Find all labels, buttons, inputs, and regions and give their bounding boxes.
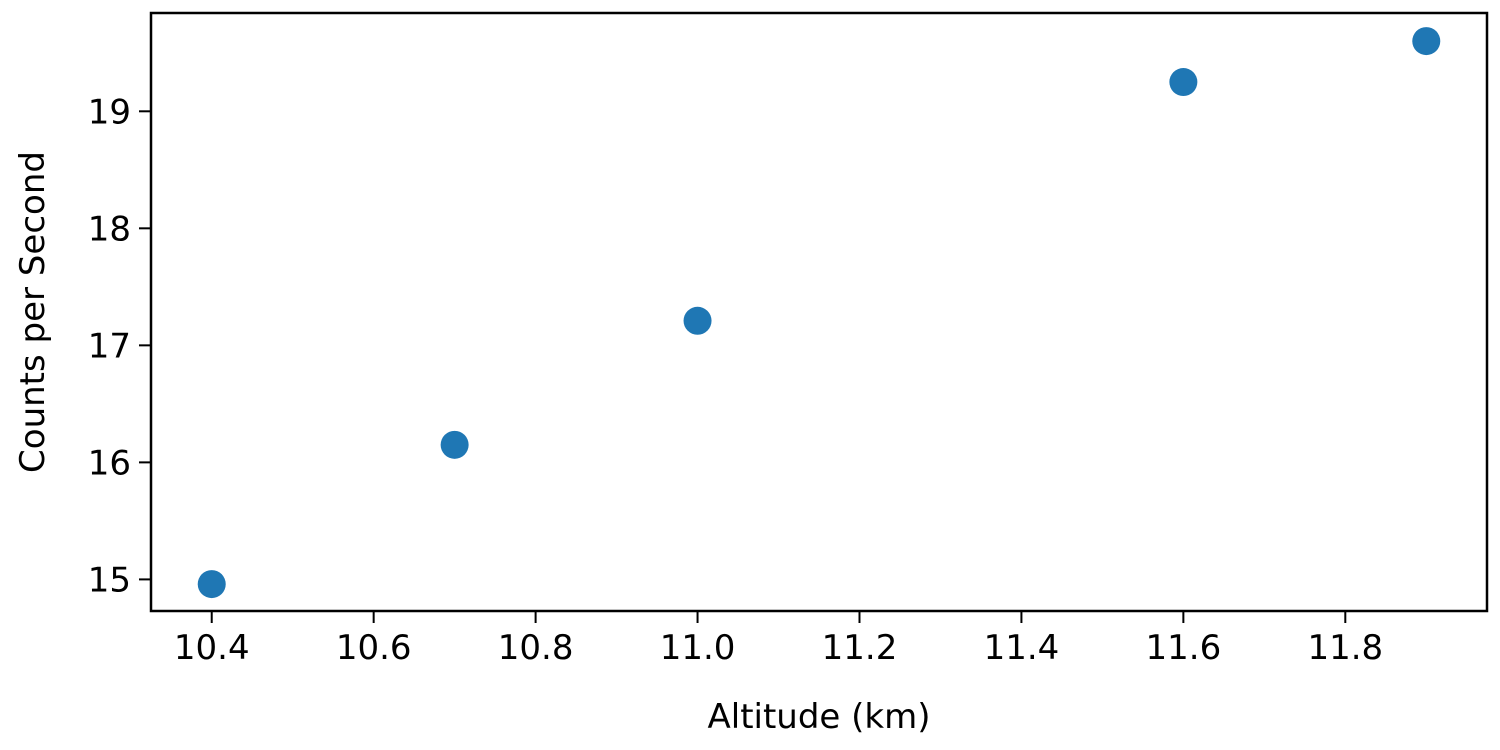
y-tick-label: 19 <box>88 92 131 132</box>
data-point <box>1169 68 1198 97</box>
x-tick-label: 11.4 <box>984 628 1060 668</box>
x-tick-label: 11.8 <box>1307 628 1383 668</box>
ticks-layer: 10.4 10.6 10.8 11.0 11.2 11.4 11.6 11.8 15 16 17 18… <box>88 92 1383 668</box>
data-point <box>440 430 469 459</box>
x-tick-label: 10.6 <box>336 628 412 668</box>
y-axis-label: Counts per Second <box>13 151 53 473</box>
x-tick-label: 10.4 <box>174 628 250 668</box>
y-tick-label: 17 <box>88 326 131 366</box>
x-tick-label: 10.8 <box>498 628 574 668</box>
x-tick-label: 11.6 <box>1146 628 1222 668</box>
data-point <box>197 570 226 599</box>
x-axis-label: Altitude (km) <box>707 697 930 737</box>
y-tick-label: 15 <box>88 560 131 600</box>
data-point <box>1412 27 1441 56</box>
x-tick-label: 11.0 <box>660 628 736 668</box>
x-tick-label: 11.2 <box>822 628 898 668</box>
y-tick-label: 16 <box>88 443 131 483</box>
points-layer <box>197 27 1441 599</box>
data-point <box>683 306 712 335</box>
y-tick-label: 18 <box>88 209 131 249</box>
plot-frame <box>149 11 1489 613</box>
